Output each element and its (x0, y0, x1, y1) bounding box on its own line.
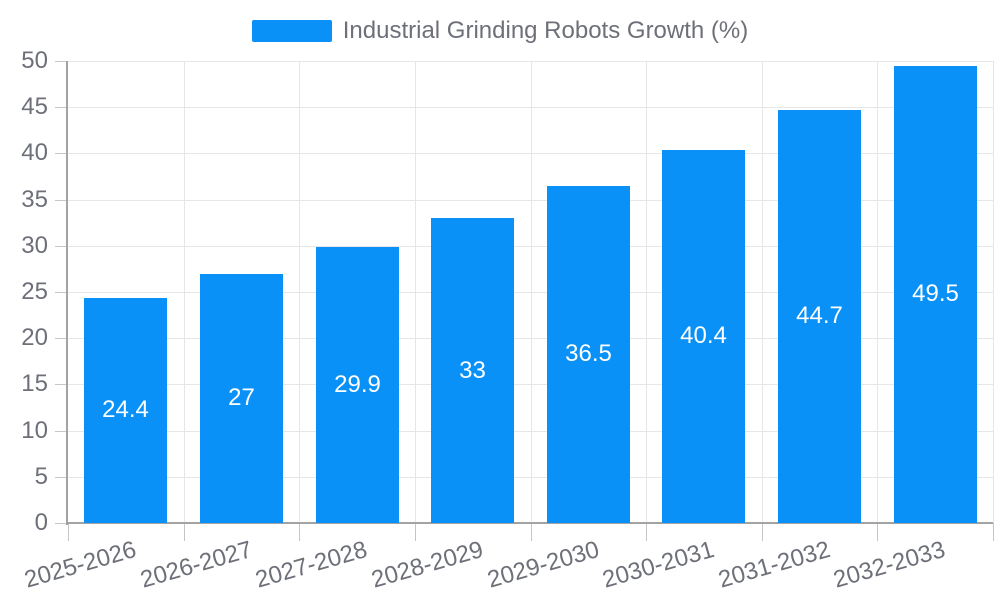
y-gridline (68, 61, 993, 62)
x-axis-tick (646, 523, 647, 541)
y-axis-line (66, 61, 68, 525)
y-axis-tick (55, 384, 68, 385)
y-tick-label: 35 (21, 186, 48, 213)
legend-swatch-icon (251, 20, 332, 42)
x-gridline (993, 61, 994, 523)
y-tick-label: 20 (21, 324, 48, 351)
x-gridline (531, 61, 532, 523)
y-tick-label: 0 (34, 509, 48, 536)
y-tick-label: 50 (21, 47, 48, 74)
bar-value-label: 49.5 (912, 280, 959, 307)
legend-item[interactable]: Industrial Grinding Robots Growth (%) (0, 16, 1000, 46)
bar-value-label: 36.5 (565, 340, 612, 367)
bar-value-label: 27 (228, 384, 255, 411)
x-tick-label: 2028-2029 (368, 536, 487, 594)
x-gridline (299, 61, 300, 523)
bar[interactable] (316, 247, 399, 523)
y-axis-tick (55, 200, 68, 201)
x-tick-label: 2026-2027 (137, 536, 255, 594)
y-tick-label: 5 (34, 463, 48, 490)
x-axis-tick (762, 523, 763, 541)
x-gridline (877, 61, 878, 523)
y-tick-label: 15 (21, 370, 48, 397)
y-tick-label: 45 (21, 93, 48, 120)
bar[interactable] (778, 110, 861, 523)
y-axis-tick (55, 523, 68, 524)
bar[interactable] (662, 150, 745, 523)
x-axis-tick (993, 523, 994, 541)
y-tick-label: 40 (21, 139, 48, 166)
y-tick-label: 25 (21, 278, 48, 305)
x-axis-tick (531, 523, 532, 541)
bar[interactable] (894, 66, 977, 523)
legend-label: Industrial Grinding Robots Growth (%) (342, 17, 749, 44)
x-tick-label: 2025-2026 (21, 536, 140, 594)
x-axis-tick (415, 523, 416, 541)
y-gridline (68, 384, 993, 385)
y-axis-tick (55, 153, 68, 154)
y-gridline (68, 477, 993, 478)
x-tick-label: 2027-2028 (252, 536, 371, 594)
bar[interactable] (431, 218, 514, 523)
x-tick-label: 2032-2033 (830, 536, 949, 594)
y-axis-tick (55, 246, 68, 247)
bar-value-label: 29.9 (334, 371, 381, 398)
y-gridline (68, 246, 993, 247)
bar-value-label: 24.4 (102, 396, 149, 423)
y-axis-tick (55, 431, 68, 432)
y-gridline (68, 200, 993, 201)
bar-value-label: 44.7 (796, 302, 843, 329)
y-gridline (68, 292, 993, 293)
x-axis-tick (68, 523, 69, 541)
x-axis-tick (299, 523, 300, 541)
y-gridline (68, 338, 993, 339)
y-tick-label: 10 (21, 417, 48, 444)
x-axis-line (66, 522, 993, 524)
x-gridline (184, 61, 185, 523)
bar[interactable] (200, 274, 283, 523)
y-tick-label: 30 (21, 232, 48, 259)
y-axis-tick (55, 292, 68, 293)
x-axis-tick (184, 523, 185, 541)
bar-value-label: 33 (459, 357, 486, 384)
y-axis-tick (55, 477, 68, 478)
y-axis-tick (55, 107, 68, 108)
x-gridline (762, 61, 763, 523)
y-gridline (68, 107, 993, 108)
y-axis-tick (55, 61, 68, 62)
x-tick-label: 2031-2032 (715, 536, 834, 594)
y-gridline (68, 431, 993, 432)
y-axis-tick (55, 338, 68, 339)
x-gridline (646, 61, 647, 523)
bar-value-label: 40.4 (680, 322, 727, 349)
x-tick-label: 2029-2030 (483, 536, 602, 594)
x-axis-tick (877, 523, 878, 541)
bar[interactable] (547, 186, 630, 523)
x-tick-label: 2030-2031 (599, 536, 718, 594)
y-gridline (68, 153, 993, 154)
x-gridline (415, 61, 416, 523)
bar[interactable] (84, 298, 167, 523)
